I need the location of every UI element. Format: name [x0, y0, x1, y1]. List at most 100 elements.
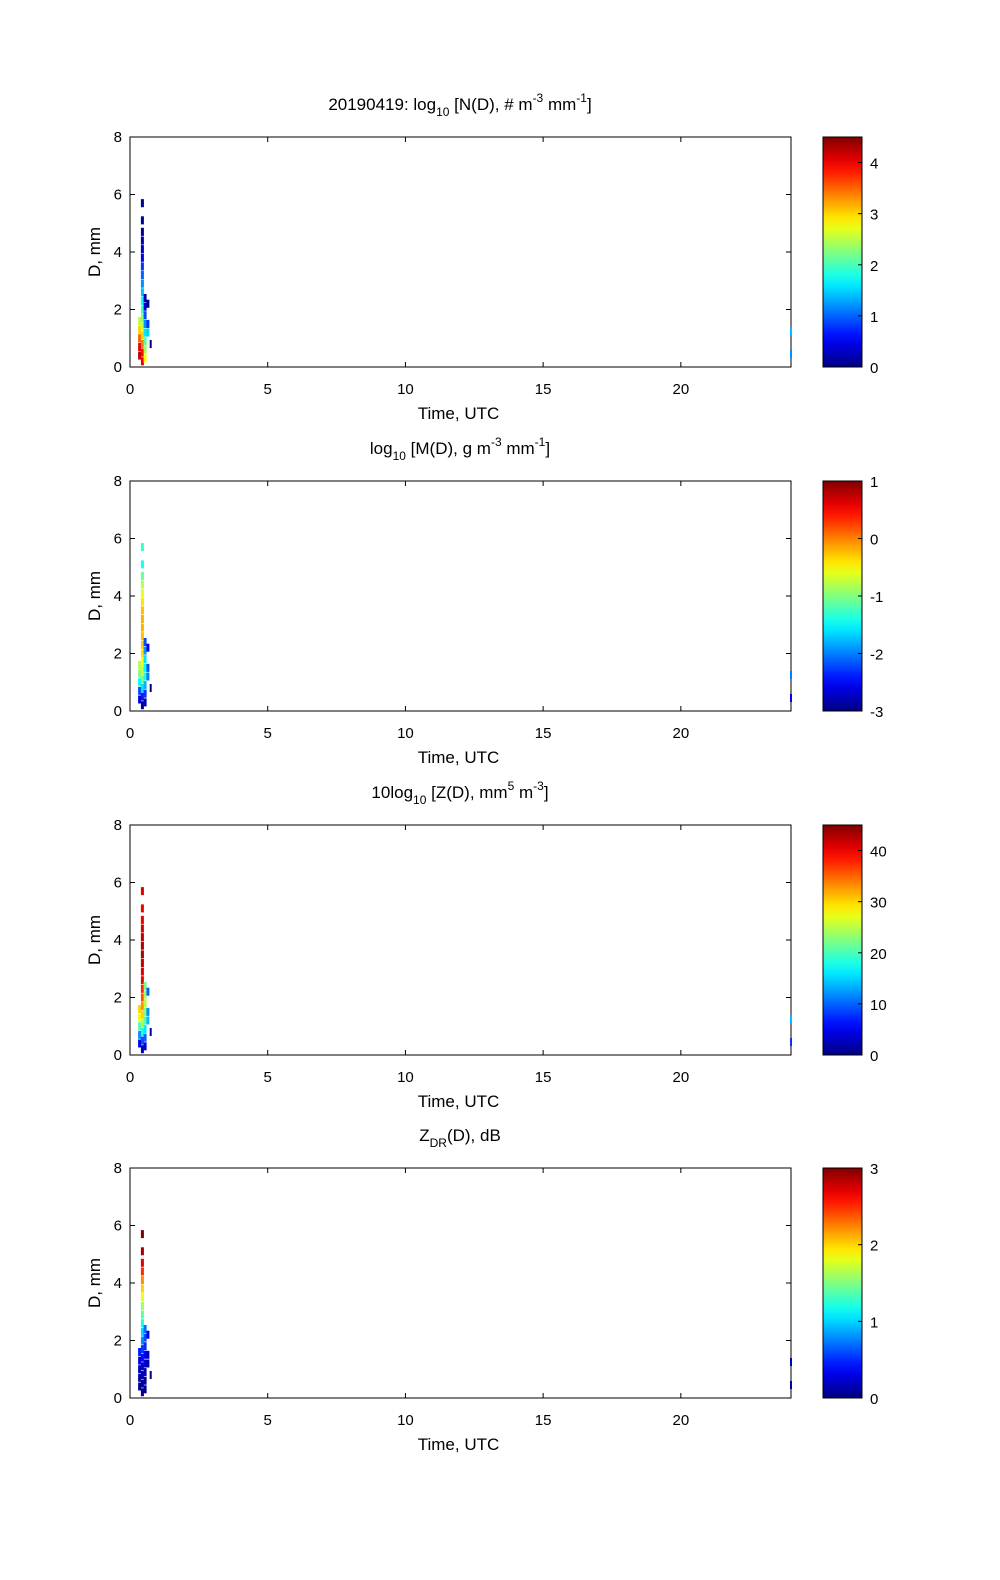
heatmap-cell — [140, 340, 144, 349]
y-tick-label: 4 — [114, 244, 122, 261]
heatmap-cell — [143, 328, 147, 337]
heatmap-cell — [143, 354, 147, 363]
heatmap-cell — [140, 348, 144, 357]
heatmap-cell — [140, 1379, 144, 1388]
heatmap-cell — [140, 1036, 144, 1045]
x-tick-label: 5 — [264, 1069, 272, 1086]
chart-title: log10 [M(D), g m-3 mm-1] — [370, 435, 550, 463]
axes-frame — [129, 480, 792, 712]
colorbar-tick-label: 1 — [870, 1314, 878, 1331]
heatmap-cell — [140, 1353, 144, 1362]
heatmap-cell — [146, 987, 150, 996]
heatmap-cell — [140, 1247, 144, 1256]
heatmap-cell — [790, 694, 792, 702]
heatmap-cell — [143, 294, 147, 303]
x-tick-label: 0 — [126, 1412, 134, 1429]
colorbar-tick-label: 3 — [870, 207, 878, 224]
colorbar-tick-label: -2 — [870, 647, 883, 664]
x-tick-label: 0 — [126, 381, 134, 398]
heatmap-cell — [138, 695, 142, 704]
heatmap-cell — [138, 342, 142, 351]
heatmap-cell — [140, 649, 144, 658]
x-axis-label: Time, UTC — [418, 1435, 500, 1454]
y-tick-label: 8 — [114, 129, 122, 146]
heatmap-cell — [143, 672, 147, 681]
heatmap-cell — [140, 1327, 144, 1336]
heatmap-cell — [140, 701, 144, 710]
heatmap-cell — [143, 1333, 147, 1342]
heatmap-cell — [140, 1045, 144, 1054]
y-tick-label: 6 — [114, 1218, 122, 1235]
y-tick-label: 6 — [114, 875, 122, 892]
colorbar-tick-label: 30 — [870, 895, 887, 912]
heatmap-cell — [143, 1385, 147, 1394]
colorbar-tick-label: 40 — [870, 844, 887, 861]
x-tick-label: 20 — [672, 1412, 689, 1429]
heatmap-cell — [140, 666, 144, 675]
x-tick-label: 0 — [126, 725, 134, 742]
heatmap-cell — [140, 543, 144, 552]
x-tick-label: 20 — [672, 1069, 689, 1086]
y-tick-label: 6 — [114, 531, 122, 548]
y-tick-label: 2 — [114, 990, 122, 1007]
heatmap-cell — [143, 689, 147, 698]
heatmap-cell — [138, 325, 142, 334]
heatmap-cell — [146, 672, 150, 681]
heatmap-cell — [140, 322, 144, 331]
heatmap-cell — [140, 1028, 144, 1036]
heatmap-cell — [138, 1013, 142, 1022]
heatmap-cell — [143, 1016, 147, 1025]
y-tick-label: 0 — [114, 1047, 122, 1064]
heatmap-cell — [149, 1028, 152, 1036]
heatmap-cell — [140, 1345, 144, 1354]
heatmap-cell — [140, 1267, 144, 1276]
heatmap-cell — [140, 967, 144, 976]
colorbar-tick-label: 3 — [870, 1161, 878, 1178]
heatmap-cell — [138, 1356, 142, 1365]
heatmap-cell — [790, 327, 792, 336]
heatmap-cell — [138, 1030, 142, 1039]
heatmap-cell — [143, 319, 147, 328]
heatmap-cell — [138, 1039, 142, 1048]
x-tick-label: 15 — [535, 1069, 552, 1086]
heatmap-cell — [790, 1358, 792, 1366]
x-tick-label: 15 — [535, 725, 552, 742]
heatmap-cell — [790, 1038, 792, 1046]
heatmap-cell — [140, 560, 144, 569]
colorbar-tick-label: 0 — [870, 360, 878, 377]
heatmap-cell — [140, 296, 144, 305]
x-tick-label: 10 — [397, 381, 414, 398]
heatmap-cell — [143, 1350, 147, 1359]
heatmap-cell — [146, 1330, 150, 1339]
x-axis-label: Time, UTC — [418, 404, 500, 423]
heatmap-cell — [140, 950, 144, 959]
y-tick-label: 4 — [114, 932, 122, 949]
heatmap-cell — [143, 1025, 147, 1034]
heatmap-cell — [138, 1005, 142, 1013]
heatmap-cell — [143, 999, 147, 1008]
x-tick-label: 15 — [535, 381, 552, 398]
heatmap-cell — [138, 351, 142, 360]
y-tick-label: 8 — [114, 1160, 122, 1177]
heatmap-cell — [140, 1002, 144, 1011]
heatmap-cell — [140, 216, 144, 225]
heatmap-cell — [140, 253, 144, 262]
heatmap-cell — [140, 271, 144, 280]
heatmap-cell — [149, 340, 152, 349]
heatmap-cell — [138, 1365, 142, 1374]
heatmap-cell — [140, 357, 144, 366]
heatmap-cell — [143, 1325, 147, 1333]
heatmap-cell — [143, 698, 147, 707]
heatmap-cell — [140, 692, 144, 701]
heatmap-cell — [790, 1381, 792, 1389]
heatmap-cell — [140, 1258, 144, 1267]
heatmap-cell — [143, 1033, 147, 1042]
heatmap-cell — [140, 1388, 144, 1397]
heatmap-cell — [140, 288, 144, 297]
colorbar — [822, 136, 863, 368]
heatmap-cell — [140, 1310, 144, 1319]
heatmap-cell — [140, 279, 144, 288]
heatmap-cell — [143, 1359, 147, 1368]
heatmap-cell — [138, 1382, 142, 1391]
